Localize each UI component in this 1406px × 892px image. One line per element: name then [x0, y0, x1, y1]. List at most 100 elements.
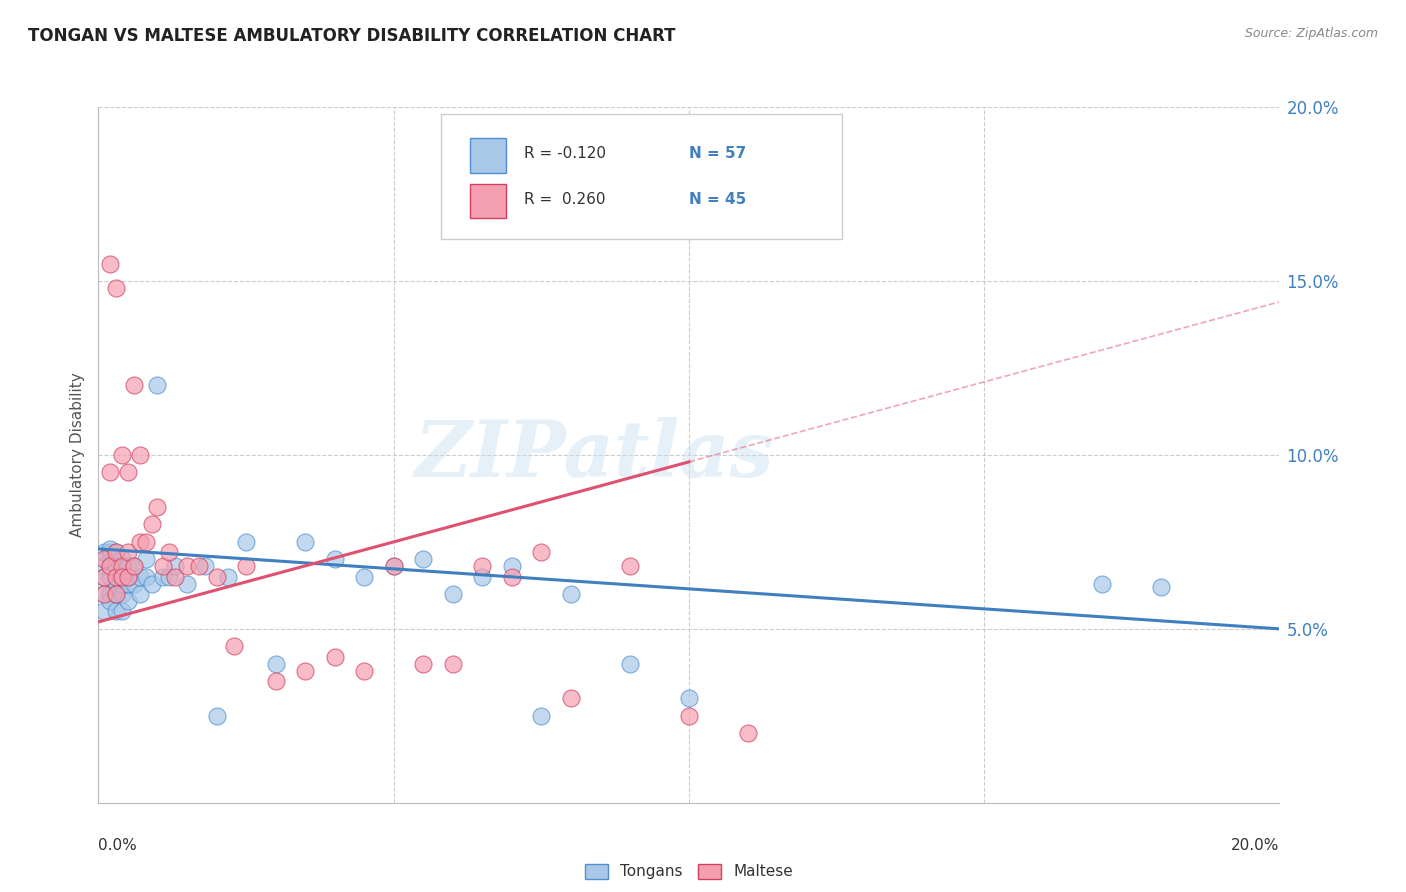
Text: N = 57: N = 57: [689, 146, 747, 161]
Point: [382, 559, 405, 574]
Point: [98, 545, 121, 559]
Point: [165, 559, 187, 574]
Point: [619, 657, 641, 671]
Point: [135, 552, 157, 566]
Point: [294, 534, 316, 549]
Point: [105, 545, 128, 559]
Point: [105, 559, 128, 574]
Point: [117, 576, 139, 591]
Point: [111, 552, 134, 566]
Point: [217, 570, 239, 584]
Point: [323, 552, 346, 566]
Point: [93, 570, 115, 584]
Point: [353, 570, 375, 584]
Point: [176, 576, 198, 591]
Point: [98, 466, 121, 480]
Point: [128, 534, 150, 549]
Point: [93, 587, 115, 601]
Point: [105, 545, 128, 559]
Point: [441, 587, 464, 601]
Point: [93, 605, 115, 619]
Point: [294, 664, 316, 678]
Point: [111, 605, 134, 619]
Point: [105, 570, 128, 584]
Point: [105, 559, 128, 574]
Text: Source: ZipAtlas.com: Source: ZipAtlas.com: [1244, 27, 1378, 40]
Point: [122, 559, 145, 574]
Point: [98, 559, 121, 574]
Point: [98, 594, 121, 608]
Point: [105, 576, 128, 591]
Point: [111, 587, 134, 601]
Point: [122, 559, 145, 574]
Point: [264, 657, 287, 671]
Point: [141, 576, 163, 591]
Point: [111, 576, 134, 591]
Point: [176, 559, 198, 574]
Text: TONGAN VS MALTESE AMBULATORY DISABILITY CORRELATION CHART: TONGAN VS MALTESE AMBULATORY DISABILITY …: [28, 27, 676, 45]
Point: [146, 500, 169, 514]
Point: [93, 545, 115, 559]
Point: [264, 674, 287, 689]
Point: [1091, 576, 1114, 591]
Point: [560, 587, 582, 601]
FancyBboxPatch shape: [441, 114, 842, 239]
Point: [560, 691, 582, 706]
Point: [111, 570, 134, 584]
Point: [530, 708, 553, 723]
Point: [111, 559, 134, 574]
Point: [224, 639, 246, 653]
Point: [98, 559, 121, 574]
Point: [235, 559, 257, 574]
Point: [323, 649, 346, 664]
Y-axis label: Ambulatory Disability: Ambulatory Disability: [69, 373, 84, 537]
Point: [93, 570, 115, 584]
Point: [471, 559, 494, 574]
Point: [105, 587, 128, 601]
Point: [105, 605, 128, 619]
Point: [619, 559, 641, 574]
Text: 20.0%: 20.0%: [1232, 838, 1279, 854]
Point: [678, 708, 700, 723]
Point: [678, 691, 700, 706]
Point: [157, 545, 180, 559]
Point: [117, 594, 139, 608]
Point: [128, 587, 150, 601]
Bar: [471, 184, 506, 219]
Point: [135, 534, 157, 549]
Point: [117, 545, 139, 559]
Point: [1150, 580, 1173, 594]
Text: ZIPatlas: ZIPatlas: [415, 417, 775, 493]
Point: [98, 570, 121, 584]
Point: [205, 570, 228, 584]
Point: [141, 517, 163, 532]
Point: [105, 587, 128, 601]
Point: [157, 570, 180, 584]
Point: [111, 570, 134, 584]
Point: [128, 448, 150, 462]
Point: [471, 570, 494, 584]
Point: [98, 256, 121, 270]
Point: [146, 378, 169, 392]
Point: [412, 657, 434, 671]
Point: [165, 570, 187, 584]
Point: [187, 559, 209, 574]
Point: [194, 559, 217, 574]
Point: [117, 466, 139, 480]
Point: [235, 534, 257, 549]
Point: [117, 570, 139, 584]
Point: [105, 281, 128, 295]
Bar: [471, 138, 506, 173]
Legend: Tongans, Maltese: Tongans, Maltese: [579, 857, 799, 886]
Point: [111, 448, 134, 462]
Point: [117, 559, 139, 574]
Point: [441, 657, 464, 671]
Point: [128, 570, 150, 584]
Point: [98, 541, 121, 556]
Text: N = 45: N = 45: [689, 192, 747, 207]
Text: R =  0.260: R = 0.260: [523, 192, 605, 207]
Point: [501, 570, 523, 584]
Point: [152, 559, 174, 574]
Text: 0.0%: 0.0%: [98, 838, 138, 854]
Point: [152, 570, 174, 584]
